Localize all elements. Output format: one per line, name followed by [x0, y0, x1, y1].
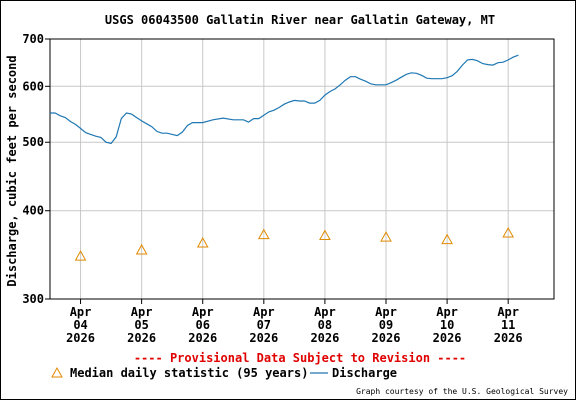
x-tick-label: 11: [501, 318, 515, 332]
median-point: [502, 226, 515, 238]
x-tick-label: 2026: [433, 331, 462, 345]
median-point: [135, 243, 148, 255]
x-tick-label: 2026: [127, 331, 156, 345]
y-tick-label: 300: [22, 292, 44, 306]
legend-triangle-icon: [51, 366, 63, 378]
x-tick-label: 06: [196, 318, 210, 332]
y-tick-label: 500: [22, 135, 44, 149]
y-axis-label: Discharge, cubic feet per second: [5, 55, 19, 286]
y-tick-label: 700: [22, 32, 44, 46]
legend: Median daily statistic (95 years) Discha…: [51, 366, 397, 380]
series-layer: [50, 54, 519, 261]
x-tick-label: 2026: [188, 331, 217, 345]
x-tick-label: 2026: [310, 331, 339, 345]
x-tick-label: 2026: [249, 331, 278, 345]
x-tick-label: Apr: [497, 305, 519, 319]
median-point: [196, 237, 209, 248]
x-tick-label: Apr: [70, 305, 92, 319]
legend-label-discharge: Discharge: [332, 366, 397, 380]
x-tick-label: Apr: [375, 305, 397, 319]
provisional-notice: ---- Provisional Data Subject to Revisio…: [134, 351, 466, 365]
median-point: [319, 229, 331, 240]
legend-label-median: Median daily statistic (95 years): [70, 366, 308, 380]
credit-text: Graph courtesy of the U.S. Geological Su…: [356, 387, 568, 396]
x-tick-label: 2026: [372, 331, 401, 345]
y-tick-label: 600: [22, 79, 44, 93]
x-tick-label: 07: [257, 318, 271, 332]
x-tick-label: 10: [440, 318, 454, 332]
x-tick-label: Apr: [436, 305, 458, 319]
median-point: [441, 233, 453, 245]
plot-area: [49, 38, 555, 300]
x-tick-label: Apr: [314, 305, 336, 319]
x-tick-label: 2026: [66, 331, 95, 345]
median-point: [74, 250, 87, 261]
x-axis: Apr042026Apr052026Apr062026Apr072026Apr0…: [66, 299, 523, 345]
y-tick-label: 400: [22, 204, 44, 218]
x-tick-label: 09: [379, 318, 393, 332]
discharge-line: [50, 54, 519, 145]
x-tick-label: 2026: [494, 331, 523, 345]
chart-title: USGS 06043500 Gallatin River near Gallat…: [105, 13, 495, 27]
x-tick-label: 08: [318, 318, 332, 332]
x-tick-label: Apr: [253, 305, 275, 319]
grid-lines: [50, 38, 554, 300]
x-tick-label: 04: [73, 318, 87, 332]
x-tick-label: 05: [134, 318, 148, 332]
y-axis: 300 400 500 600 700: [22, 32, 50, 306]
median-point: [257, 228, 270, 240]
x-tick-label: Apr: [192, 305, 214, 319]
x-tick-label: Apr: [131, 305, 153, 319]
median-point: [380, 231, 392, 242]
